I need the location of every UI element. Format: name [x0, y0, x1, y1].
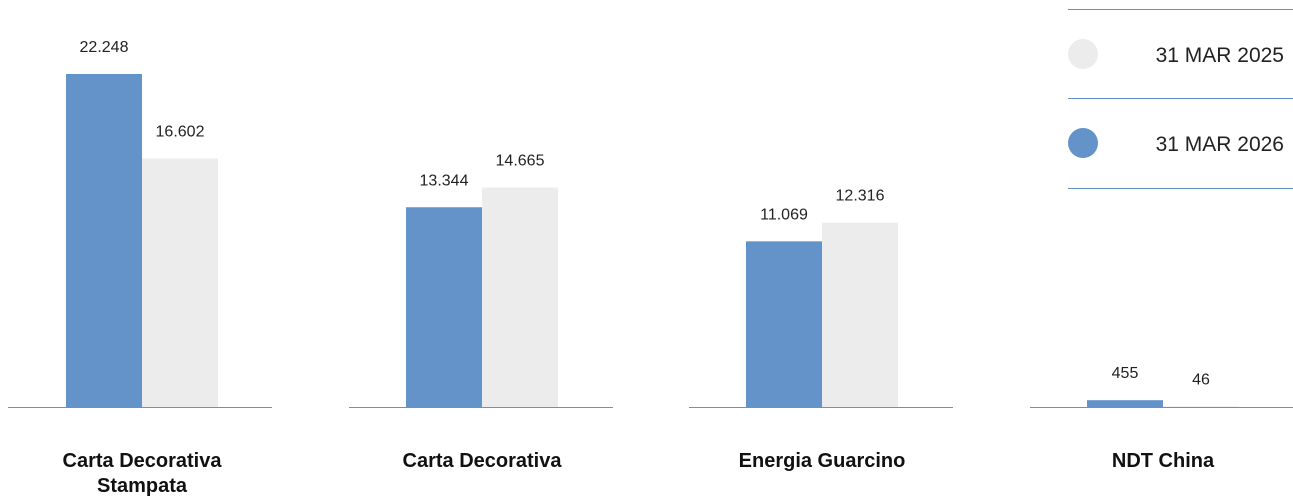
- legend-swatch-1: [1068, 128, 1098, 158]
- value-label-2026-2: 11.069: [760, 206, 808, 223]
- value-label-2026-1: 13.344: [420, 172, 469, 189]
- value-label-2025-1: 14.665: [496, 152, 545, 169]
- value-label-2026-0: 22.248: [80, 39, 129, 56]
- value-label-2025-3: 46: [1192, 371, 1210, 388]
- bar-2026-2[interactable]: [746, 241, 822, 407]
- category-label-0-0: Carta Decorativa: [63, 450, 223, 472]
- bar-2025-1[interactable]: [482, 187, 558, 407]
- legend-label-0: 31 MAR 2025: [1156, 44, 1284, 67]
- bar-2025-2[interactable]: [822, 222, 898, 407]
- bar-2025-3[interactable]: [1163, 406, 1239, 407]
- value-label-2025-2: 12.316: [836, 188, 885, 205]
- legend-swatch-0: [1068, 39, 1098, 69]
- category-label-3-0: NDT China: [1112, 450, 1215, 472]
- bar-2026-3[interactable]: [1087, 400, 1163, 407]
- bar-2026-1[interactable]: [406, 207, 482, 407]
- category-label-0-1: Stampata: [97, 475, 188, 497]
- bar-2026-0[interactable]: [66, 74, 142, 407]
- value-label-2026-3: 455: [1112, 365, 1139, 382]
- bar-2025-0[interactable]: [142, 158, 218, 407]
- category-label-2-0: Energia Guarcino: [739, 450, 906, 472]
- legend-label-1: 31 MAR 2026: [1156, 133, 1284, 156]
- category-label-1-0: Carta Decorativa: [403, 450, 563, 472]
- value-label-2025-0: 16.602: [156, 124, 205, 141]
